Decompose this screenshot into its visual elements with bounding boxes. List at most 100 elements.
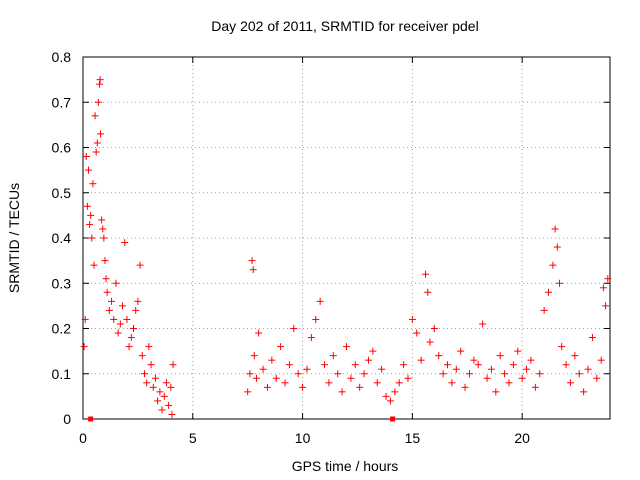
data-point <box>404 374 412 382</box>
data-point <box>259 365 267 373</box>
data-point <box>105 306 113 314</box>
data-point <box>99 225 107 233</box>
data-point <box>448 379 456 387</box>
data-point <box>165 401 173 409</box>
data-point <box>121 239 129 247</box>
x-tick-label: 10 <box>295 430 311 446</box>
data-point <box>83 202 91 210</box>
data-point <box>597 356 605 364</box>
data-point <box>134 297 142 305</box>
data-point <box>325 379 333 387</box>
data-point <box>88 234 96 242</box>
data-point <box>334 370 342 378</box>
special-point <box>390 416 396 422</box>
data-point <box>382 392 390 400</box>
y-tick-label: 0.6 <box>52 140 72 156</box>
data-point <box>391 388 399 396</box>
data-point <box>154 397 162 405</box>
data-point <box>351 361 359 369</box>
data-point <box>474 361 482 369</box>
data-point <box>505 379 513 387</box>
data-point <box>527 356 535 364</box>
data-point <box>156 388 164 396</box>
data-point <box>290 325 298 332</box>
data-point <box>470 356 478 364</box>
data-point <box>294 370 302 378</box>
data-point <box>540 306 548 314</box>
data-point <box>588 334 596 342</box>
data-point <box>417 356 425 364</box>
data-point <box>110 315 118 323</box>
data-point <box>424 288 432 296</box>
data-point <box>496 352 504 360</box>
data-point <box>160 392 168 400</box>
data-point <box>248 257 256 265</box>
data-point <box>492 388 500 396</box>
data-point <box>580 388 588 396</box>
y-tick-label: 0.2 <box>52 321 72 337</box>
data-point <box>162 379 170 387</box>
data-point <box>86 220 94 228</box>
data-point <box>369 347 377 355</box>
data-point <box>246 370 254 378</box>
data-point <box>94 98 102 106</box>
data-point <box>158 406 166 414</box>
data-point <box>364 356 372 364</box>
data-point <box>277 343 285 351</box>
data-point <box>426 338 434 346</box>
data-point <box>599 284 607 292</box>
data-point <box>465 370 473 378</box>
y-axis: 0 0.1 0.2 0.3 0.4 0.5 0.6 0.7 0.8 <box>52 49 610 427</box>
data-point <box>95 80 103 88</box>
data-point <box>531 383 539 391</box>
data-point <box>80 343 88 351</box>
data-point <box>112 279 120 287</box>
data-point <box>518 374 526 382</box>
data-point <box>101 257 109 265</box>
data-point <box>514 347 522 355</box>
x-tick-label: 15 <box>405 430 421 446</box>
y-tick-label: 0.1 <box>52 366 72 382</box>
data-point <box>143 379 151 387</box>
data-point <box>562 361 570 369</box>
data-point <box>263 383 271 391</box>
data-point <box>84 166 92 174</box>
x-axis-label: GPS time / hours <box>292 458 399 474</box>
data-point <box>252 374 260 382</box>
data-point <box>604 275 612 283</box>
data-point <box>553 243 561 251</box>
data-point <box>89 180 97 188</box>
data-point <box>435 352 443 360</box>
y-tick-label: 0.5 <box>52 185 72 201</box>
y-tick-label: 0.8 <box>52 49 72 65</box>
plot-frame <box>82 56 611 420</box>
data-point <box>116 320 124 328</box>
data-point <box>102 275 110 283</box>
y-axis-label: SRMTID / TECUs <box>6 183 22 293</box>
data-point <box>558 343 566 351</box>
data-point <box>103 288 111 296</box>
data-series <box>80 76 612 422</box>
data-point <box>136 261 144 269</box>
x-axis: 0 5 10 15 20 <box>79 57 530 446</box>
data-point <box>81 315 89 323</box>
data-point <box>452 365 460 373</box>
data-point <box>584 365 592 373</box>
data-point <box>536 370 544 378</box>
data-point <box>119 302 127 310</box>
data-point <box>343 343 350 351</box>
data-point <box>249 266 257 274</box>
data-point <box>461 383 469 391</box>
data-point <box>149 383 157 391</box>
data-point <box>338 388 346 396</box>
data-point <box>555 279 563 287</box>
data-point <box>244 388 252 396</box>
data-point <box>303 365 311 373</box>
x-tick-label: 20 <box>514 430 530 446</box>
data-point <box>92 148 100 156</box>
data-point <box>268 356 276 364</box>
x-tick-label: 0 <box>79 430 87 446</box>
data-point <box>439 370 447 378</box>
data-point <box>395 379 403 387</box>
y-tick-label: 0.7 <box>52 94 72 110</box>
